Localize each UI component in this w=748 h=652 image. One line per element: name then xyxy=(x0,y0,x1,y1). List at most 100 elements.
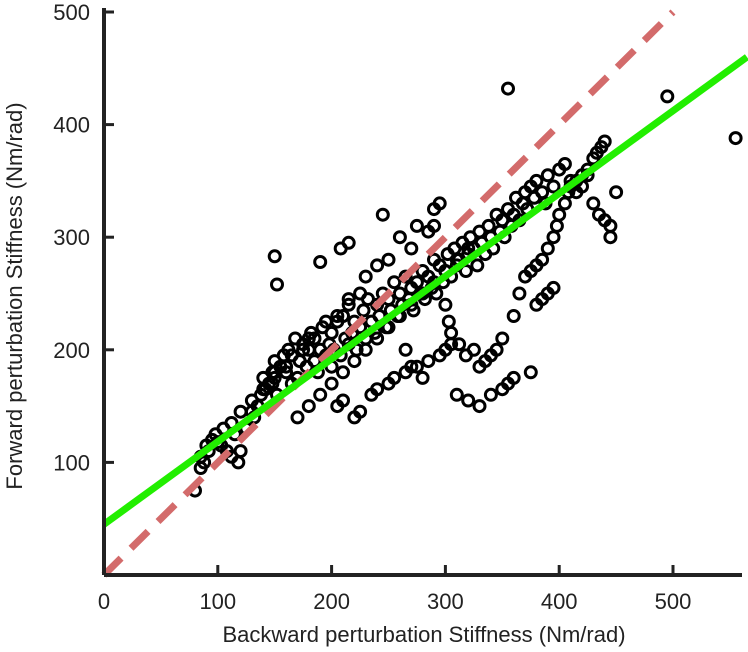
data-point xyxy=(466,342,481,357)
x-tick-label: 100 xyxy=(199,589,236,614)
data-point xyxy=(318,314,333,329)
data-point xyxy=(409,359,424,374)
data-point xyxy=(481,218,496,233)
data-point xyxy=(336,393,350,408)
data-point xyxy=(660,89,675,104)
data-point xyxy=(381,252,396,267)
x-tick-label: 0 xyxy=(98,589,110,614)
data-point xyxy=(540,168,555,183)
data-point xyxy=(557,196,572,211)
data-point xyxy=(296,342,311,357)
data-point xyxy=(444,337,459,352)
data-point xyxy=(233,404,248,419)
data-point xyxy=(501,81,515,96)
data-point xyxy=(353,404,368,419)
data-points xyxy=(188,81,743,498)
data-point xyxy=(529,173,544,188)
data-point xyxy=(370,258,385,273)
data-point xyxy=(546,280,561,295)
data-point xyxy=(330,309,345,323)
data-point xyxy=(535,252,550,267)
fit-line xyxy=(101,54,748,528)
data-point xyxy=(597,134,612,149)
data-point xyxy=(489,342,504,357)
data-point xyxy=(279,359,294,374)
data-point xyxy=(540,241,555,256)
data-point xyxy=(523,365,538,380)
data-point xyxy=(370,382,385,397)
data-point xyxy=(244,393,259,408)
data-point xyxy=(356,303,371,318)
axes xyxy=(102,8,742,577)
data-point xyxy=(444,325,459,340)
reference-lines xyxy=(101,9,748,578)
data-point xyxy=(358,269,373,284)
tick-labels: 0 100 200 300 400 500 100 200 300 400 500 xyxy=(53,0,691,614)
data-point xyxy=(546,179,561,194)
y-axis-title: Forward perturbation Stiffness (Nm/rad) xyxy=(2,102,27,489)
data-point xyxy=(506,309,521,323)
y-tick-label: 500 xyxy=(53,0,90,25)
data-point xyxy=(284,348,299,363)
data-point xyxy=(301,331,316,346)
x-tick-label: 200 xyxy=(313,589,350,614)
data-point xyxy=(449,387,464,402)
data-point xyxy=(472,399,487,414)
data-point xyxy=(441,314,456,329)
data-point xyxy=(549,218,564,233)
data-point xyxy=(353,286,368,301)
data-point xyxy=(461,241,476,256)
data-point xyxy=(392,230,407,245)
data-point xyxy=(438,297,453,312)
data-point xyxy=(341,292,356,307)
data-point xyxy=(336,365,350,380)
y-tick-label: 100 xyxy=(53,450,90,475)
data-point xyxy=(307,331,322,346)
data-point xyxy=(313,255,328,269)
data-point xyxy=(415,370,430,385)
identity-line xyxy=(101,9,676,578)
data-point xyxy=(404,241,419,256)
data-point xyxy=(336,309,350,323)
data-point xyxy=(609,185,624,200)
data-point xyxy=(398,365,413,380)
data-point xyxy=(341,235,356,250)
data-point xyxy=(432,196,447,211)
data-point xyxy=(290,410,305,425)
x-tick-label: 300 xyxy=(427,589,464,614)
data-point xyxy=(387,275,402,290)
data-point xyxy=(470,258,485,273)
y-tick-label: 200 xyxy=(53,338,90,363)
data-point xyxy=(557,157,572,171)
y-tick-label: 300 xyxy=(53,225,90,250)
y-tick-label: 400 xyxy=(53,113,90,138)
data-point xyxy=(341,297,356,312)
data-point xyxy=(398,342,413,357)
data-point xyxy=(421,224,436,239)
data-point xyxy=(461,393,476,408)
data-point xyxy=(313,387,328,402)
data-point xyxy=(387,370,402,385)
data-point xyxy=(256,382,271,397)
data-point xyxy=(375,207,390,222)
data-point xyxy=(233,444,248,459)
data-point xyxy=(546,230,561,245)
data-point xyxy=(495,331,510,346)
data-point xyxy=(512,286,527,301)
data-point xyxy=(421,354,436,369)
data-point xyxy=(506,370,521,385)
data-point xyxy=(270,277,284,292)
data-point xyxy=(603,230,618,245)
data-point xyxy=(358,342,373,357)
x-axis-title: Backward perturbation Stiffness (Nm/rad) xyxy=(222,622,625,647)
data-point xyxy=(398,269,413,284)
data-point xyxy=(452,337,467,352)
data-point xyxy=(324,325,339,340)
data-point xyxy=(409,218,424,233)
data-point xyxy=(483,387,498,402)
data-point xyxy=(728,131,743,146)
x-tick-label: 400 xyxy=(541,589,578,614)
x-tick-label: 500 xyxy=(655,589,692,614)
data-point xyxy=(586,196,601,211)
